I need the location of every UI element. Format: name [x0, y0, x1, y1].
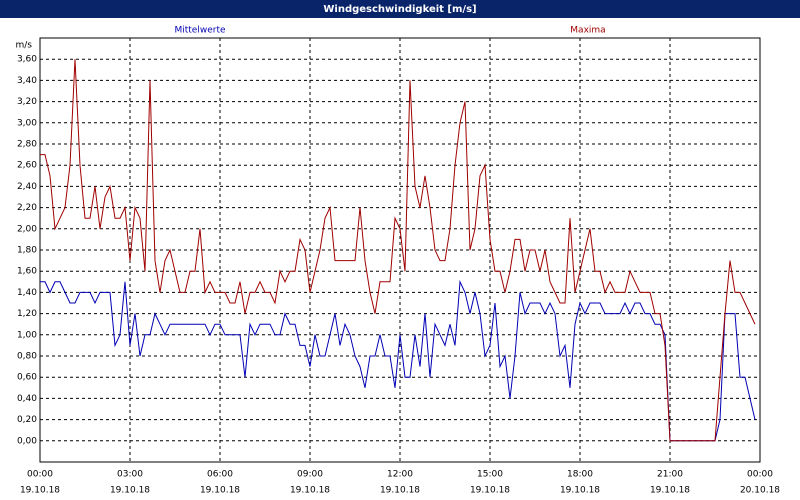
y-tick-label: 3,40 — [17, 76, 37, 86]
y-tick-label: 3,20 — [17, 97, 37, 107]
y-tick-label: 1,00 — [17, 330, 37, 340]
x-tick-date: 19.10.18 — [470, 486, 510, 496]
x-tick-label: 18:00 — [567, 470, 593, 480]
legend-label: Mittelwerte — [174, 26, 225, 36]
y-tick-label: 1,20 — [17, 309, 37, 319]
y-tick-label: 0,40 — [17, 394, 37, 404]
y-tick-label: 0,80 — [17, 352, 37, 362]
y-tick-label: 1,40 — [17, 288, 37, 298]
series-line — [40, 279, 756, 442]
x-tick-date: 19.10.18 — [560, 486, 600, 496]
x-tick-date: 19.10.18 — [380, 486, 420, 496]
series-line — [40, 59, 756, 442]
x-tick-label: 21:00 — [657, 470, 683, 480]
y-tick-label: 0,60 — [17, 373, 37, 383]
y-tick-label: 2,40 — [17, 182, 37, 192]
x-tick-label: 03:00 — [117, 470, 143, 480]
x-tick-label: 00:00 — [747, 470, 773, 480]
x-tick-date: 19.10.18 — [200, 486, 240, 496]
title-bar — [0, 0, 800, 18]
y-tick-label: 2,00 — [17, 224, 37, 234]
y-tick-label: 1,80 — [17, 246, 37, 256]
x-tick-label: 12:00 — [387, 470, 413, 480]
y-tick-label: 2,80 — [17, 140, 37, 150]
y-tick-label: 2,60 — [17, 161, 37, 171]
y-tick-label: 1,60 — [17, 267, 37, 277]
y-unit: m/s — [16, 41, 33, 51]
y-tick-label: 3,00 — [17, 118, 37, 128]
x-tick-label: 06:00 — [207, 470, 233, 480]
y-tick-label: 2,20 — [17, 203, 37, 213]
x-tick-date: 19.10.18 — [20, 486, 60, 496]
x-tick-date: 19.10.18 — [110, 486, 150, 496]
y-tick-label: 0,00 — [17, 436, 37, 446]
x-tick-date: 19.10.18 — [650, 486, 690, 496]
x-tick-date: 20.10.18 — [740, 486, 780, 496]
y-tick-label: 0,20 — [17, 415, 37, 425]
x-tick-label: 09:00 — [297, 470, 323, 480]
x-tick-date: 19.10.18 — [290, 486, 330, 496]
chart-title: Windgeschwindigkeit [m/s] — [323, 4, 476, 15]
legend-label: Maxima — [570, 26, 605, 36]
x-tick-label: 00:00 — [27, 470, 53, 480]
y-tick-label: 3,60 — [17, 55, 37, 65]
x-tick-label: 15:00 — [477, 470, 503, 480]
